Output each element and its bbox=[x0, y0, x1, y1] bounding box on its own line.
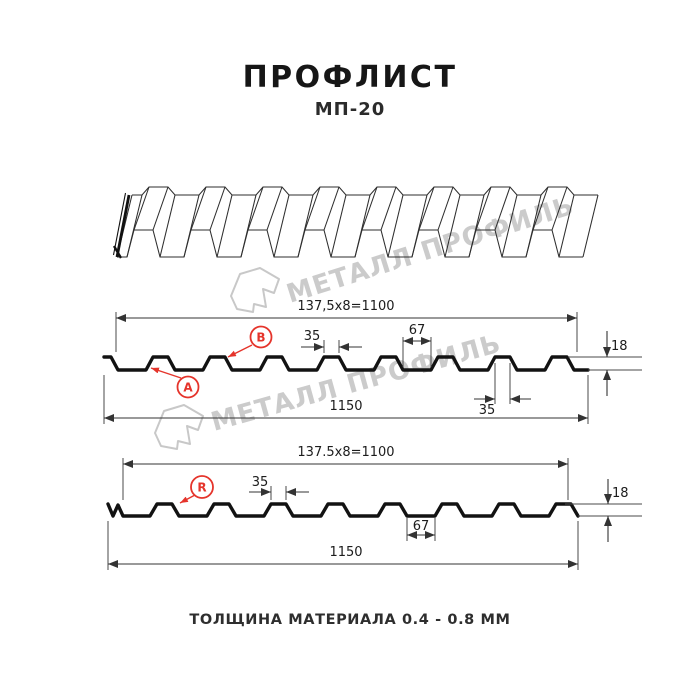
dim-valley-a: 67 bbox=[409, 323, 426, 338]
sheet-3d-rib-line bbox=[247, 186, 264, 231]
sheet-3d-rib-line bbox=[133, 186, 150, 231]
watermark-text: МЕТАЛЛ ПРОФИЛЬ bbox=[208, 329, 505, 438]
sheet-3d-rib-line bbox=[330, 194, 347, 258]
callout-r-label: R bbox=[197, 481, 206, 495]
sheet-3d-rib-line bbox=[387, 194, 404, 258]
sheet-3d-rib-line bbox=[323, 186, 340, 231]
sheet-3d-rib-line bbox=[437, 186, 454, 231]
sheet-3d-rib-line bbox=[273, 194, 290, 258]
sheet-3d-front-edge bbox=[117, 229, 583, 258]
dim-valley-b: 67 bbox=[413, 519, 430, 534]
sheet-3d-rib-line bbox=[361, 186, 378, 231]
callout-a: A bbox=[150, 367, 200, 399]
sheet-3d-rib-line bbox=[304, 186, 321, 231]
sheet-3d-rib-line bbox=[582, 194, 599, 258]
callout-r: R bbox=[179, 475, 214, 504]
metal-profil-logo-icon bbox=[154, 404, 204, 450]
sheet-3d-left-cut-edge bbox=[112, 192, 131, 259]
profile-model-subtitle: МП-20 bbox=[314, 99, 386, 120]
sheet-3d-rib-line bbox=[444, 194, 461, 258]
material-thickness-note: ТОЛЩИНА МАТЕРИАЛА 0.4 - 0.8 ММ bbox=[189, 612, 511, 628]
sheet-3d-rib-line bbox=[532, 186, 549, 231]
sheet-3d-rib-line bbox=[551, 186, 568, 231]
cross-section-b: 137.5x8=1100 35 18 67 1150 bbox=[106, 445, 642, 570]
dim-overall-a: 1150 bbox=[329, 399, 362, 414]
profile-outline-b bbox=[106, 502, 580, 518]
dim-crest-b: 35 bbox=[252, 475, 269, 490]
profile-outline-a bbox=[102, 355, 590, 372]
sheet-3d-rib-line bbox=[159, 194, 176, 258]
dim-pitch-a: 137,5x8=1100 bbox=[297, 299, 394, 314]
metal-profil-logo-icon bbox=[230, 267, 280, 313]
sheet-3d-rib-line bbox=[266, 186, 283, 231]
sheet-3d-rib-line bbox=[475, 186, 492, 231]
watermark-metal-profil-2: МЕТАЛЛ ПРОФИЛЬ bbox=[154, 329, 505, 450]
sheet-3d-rib-line bbox=[216, 194, 233, 258]
dim-crest-top-a: 35 bbox=[304, 329, 321, 344]
sheet-3d-rib-line bbox=[494, 186, 511, 231]
sheet-3d-body bbox=[117, 187, 598, 257]
dim-pitch-b: 137.5x8=1100 bbox=[297, 445, 394, 460]
dim-height-a: 18 bbox=[611, 339, 628, 354]
callout-a-label: A bbox=[183, 381, 193, 395]
callout-b: B bbox=[227, 325, 273, 358]
sheet-3d-rib-line bbox=[190, 186, 207, 231]
dim-height-b: 18 bbox=[612, 486, 629, 501]
sheet-3d-rib-line bbox=[558, 194, 575, 258]
sheet-3d-rib-line bbox=[501, 194, 518, 258]
dim-crest-bottom-a: 35 bbox=[479, 403, 496, 418]
callout-b-label: B bbox=[256, 331, 265, 345]
sheet-3d-rib-line bbox=[380, 186, 397, 231]
sheet-3d-rib-line bbox=[418, 186, 435, 231]
sheet-3d-back-edge bbox=[132, 186, 598, 196]
cross-section-a: 137,5x8=1100 35 67 18 35 bbox=[102, 299, 642, 424]
page-title: ПРОФЛИСТ bbox=[242, 60, 458, 95]
sheet-3d-rib-line bbox=[209, 186, 226, 231]
dim-overall-b: 1150 bbox=[329, 545, 362, 560]
sheet-3d-rib-line bbox=[152, 186, 169, 231]
